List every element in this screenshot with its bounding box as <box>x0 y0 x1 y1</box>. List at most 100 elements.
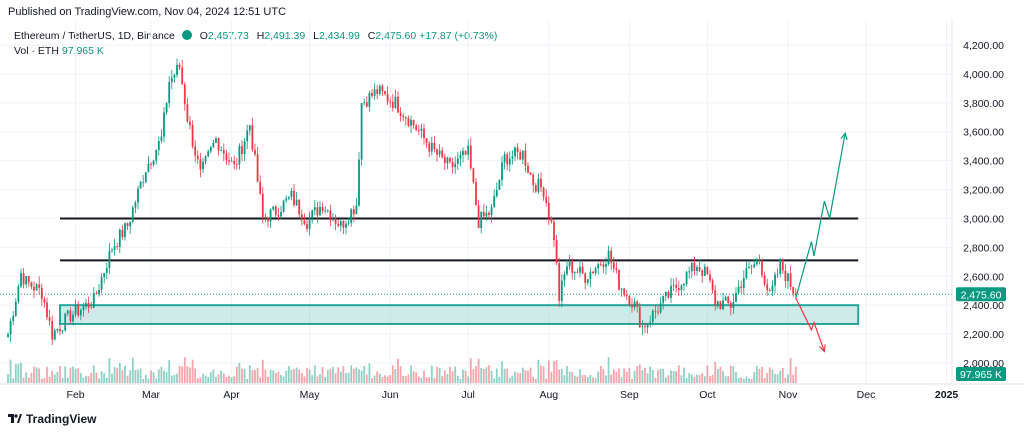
support-zone-rect[interactable] <box>59 304 860 325</box>
candle-body <box>602 264 605 267</box>
candle-body <box>352 209 355 215</box>
volume-bar <box>199 377 202 383</box>
bullish-projection[interactable] <box>795 133 846 299</box>
candle-body <box>129 221 132 227</box>
candle-body <box>228 160 230 162</box>
candle-body <box>207 151 210 157</box>
price-tick-label: 3,800.00 <box>963 98 1004 110</box>
candle-body <box>706 266 709 275</box>
candle-body <box>631 305 633 308</box>
volume-bar <box>178 366 181 383</box>
volume-bar <box>272 370 275 383</box>
candle-body <box>623 288 626 296</box>
volume-bar <box>40 378 43 383</box>
candle-body <box>98 289 100 295</box>
volume-bar <box>768 367 771 383</box>
candle-body <box>711 280 714 291</box>
volume-bar <box>30 372 33 383</box>
candle-body <box>118 229 121 247</box>
volume-bar <box>51 370 54 383</box>
volume-bar <box>121 370 124 383</box>
volume-bar <box>633 370 636 383</box>
volume-bar <box>230 377 233 383</box>
volume-label[interactable]: Vol · ETH <box>14 45 59 57</box>
volume-bar <box>568 371 571 383</box>
volume-bar <box>742 378 745 383</box>
support-zone[interactable] <box>59 304 860 325</box>
volume-bar <box>753 372 756 383</box>
time-axis[interactable]: Feb Mar Apr May Jun Jul Aug Sep Oct Nov Dec 2025 <box>0 383 1024 401</box>
price-axis[interactable]: 4,200.00 4,000.00 3,800.00 3,600.00 3,400.00… <box>951 20 1006 384</box>
volume-bar <box>550 371 553 383</box>
volume-bar <box>631 378 633 383</box>
candle-body <box>430 142 433 152</box>
candle-body <box>178 64 181 68</box>
candle-body <box>519 152 522 160</box>
volume-bar <box>472 368 475 383</box>
volume-bar <box>558 369 561 383</box>
volume-bar <box>597 371 600 383</box>
volume-bar <box>345 373 347 383</box>
candle-body <box>433 142 436 150</box>
candle-body <box>597 264 600 269</box>
bearish-projection[interactable] <box>795 297 825 352</box>
candle-body <box>246 130 249 142</box>
volume-bar <box>586 376 589 383</box>
candle-body <box>287 196 290 199</box>
candle-body <box>636 301 639 307</box>
volume-bar <box>594 378 597 383</box>
volume-bar <box>64 366 67 383</box>
candle-body <box>384 91 386 94</box>
candle-body <box>199 159 202 170</box>
volume-bar <box>417 376 420 383</box>
time-tick-label: Apr <box>223 389 240 401</box>
candle-body <box>209 147 212 152</box>
candle-body <box>672 284 675 286</box>
volume-bar <box>108 357 111 383</box>
volume-bar <box>116 367 119 383</box>
volume-bar <box>716 368 719 383</box>
volume-bar <box>308 369 311 383</box>
volume-bar <box>358 369 360 383</box>
volume-bar <box>412 371 415 383</box>
volume-bar <box>194 368 197 383</box>
horizontal-lines[interactable] <box>0 217 952 295</box>
projection-paths[interactable] <box>795 131 848 353</box>
symbol-title[interactable]: Ethereum / TetherUS, 1D, Binance <box>14 30 175 42</box>
candle-body <box>540 178 542 188</box>
last-price-label: 2,475.60 <box>961 289 1002 301</box>
candle-body <box>469 145 472 169</box>
candle-body <box>269 209 272 222</box>
candle-body <box>300 214 303 221</box>
candle-body <box>524 150 527 166</box>
candle-body <box>397 96 399 113</box>
candle-body <box>685 271 688 284</box>
candle-body <box>274 206 277 215</box>
candle-body <box>407 118 410 126</box>
volume-bar <box>282 376 285 383</box>
candle-body <box>727 296 730 303</box>
volume-bar <box>529 367 532 383</box>
candle-body <box>472 168 475 183</box>
volume-bar <box>111 373 113 383</box>
volume-bar <box>407 374 410 383</box>
candle-body <box>56 328 59 331</box>
candle-body <box>150 163 152 165</box>
candle-body <box>514 147 516 157</box>
price-tick-label: 2,200.00 <box>963 329 1004 341</box>
candle-body <box>758 260 761 261</box>
high-value: 2,491.39 <box>264 30 306 42</box>
volume-bar <box>534 378 537 383</box>
legend-ohlc-row: Ethereum / TetherUS, 1D, Binance O2,457.… <box>14 29 497 44</box>
volume-bar <box>449 366 451 383</box>
bearish-projection-arrowhead <box>818 344 826 353</box>
volume-bar <box>321 366 324 383</box>
candle-body <box>438 150 441 155</box>
candle-body <box>425 138 428 144</box>
volume-bar <box>719 366 722 383</box>
volume-bar <box>766 372 769 383</box>
volume-bar <box>485 367 488 383</box>
candle-body <box>495 189 498 197</box>
volume-bar <box>17 363 20 383</box>
